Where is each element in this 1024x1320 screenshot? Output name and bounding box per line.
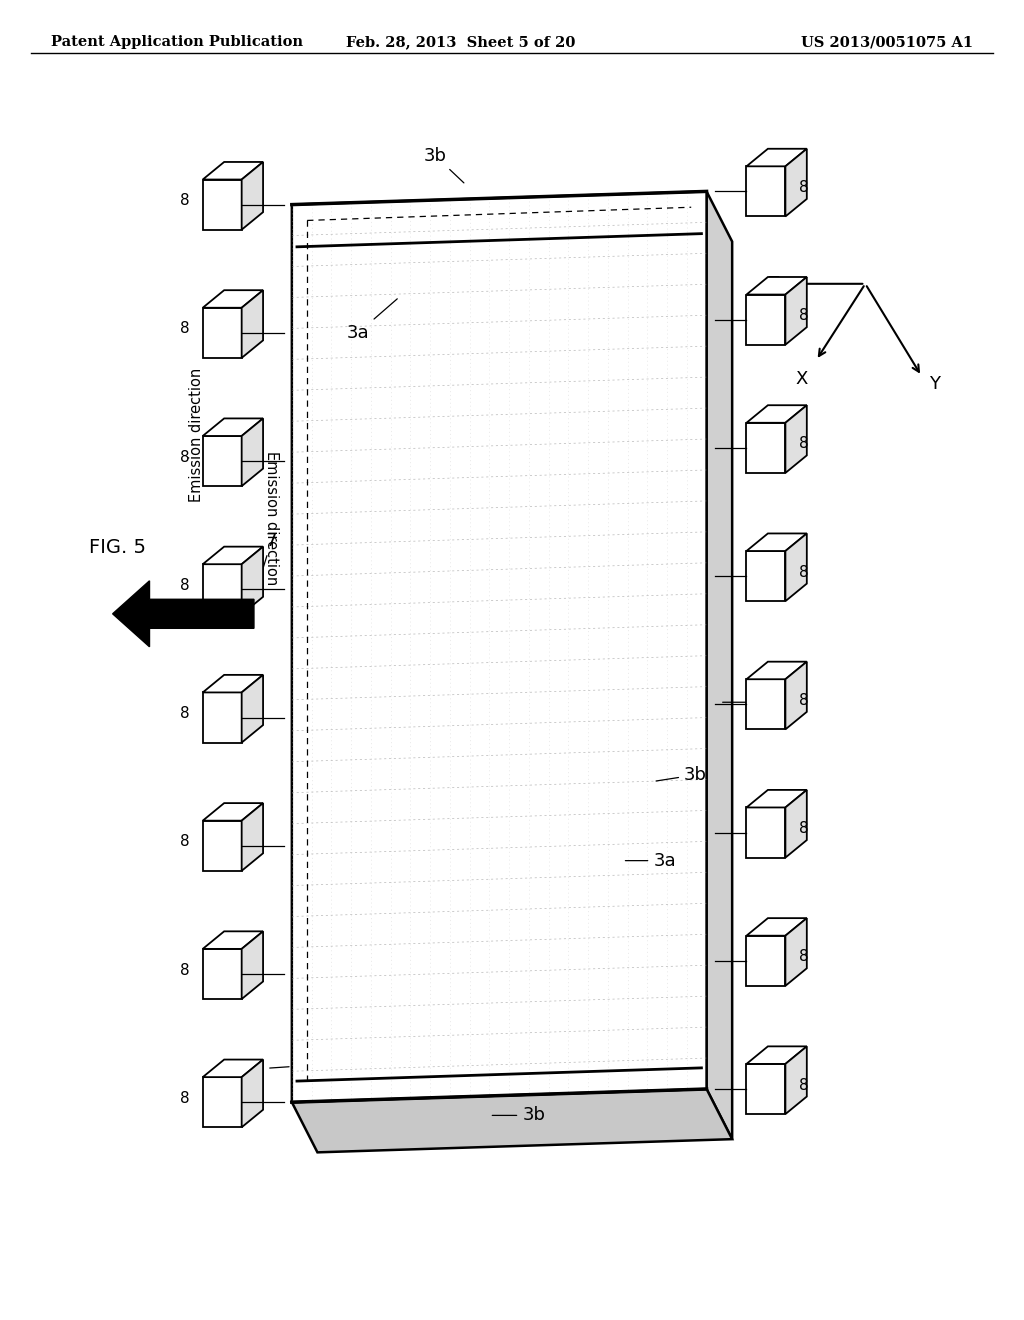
Polygon shape bbox=[785, 149, 807, 216]
Text: 3a: 3a bbox=[347, 298, 397, 342]
Text: Emission direction: Emission direction bbox=[264, 450, 280, 585]
Polygon shape bbox=[203, 436, 242, 486]
Polygon shape bbox=[242, 932, 263, 999]
Polygon shape bbox=[785, 661, 807, 730]
Text: 3b: 3b bbox=[493, 1106, 545, 1125]
Polygon shape bbox=[292, 1089, 732, 1152]
Polygon shape bbox=[203, 418, 263, 436]
Text: 8: 8 bbox=[799, 693, 808, 708]
Polygon shape bbox=[203, 308, 242, 358]
Polygon shape bbox=[203, 546, 263, 564]
Text: 7: 7 bbox=[255, 532, 278, 595]
Polygon shape bbox=[203, 693, 242, 743]
Polygon shape bbox=[746, 919, 807, 936]
FancyArrow shape bbox=[113, 581, 254, 647]
Polygon shape bbox=[292, 191, 707, 1102]
Polygon shape bbox=[746, 1047, 807, 1064]
Polygon shape bbox=[746, 936, 785, 986]
Polygon shape bbox=[242, 803, 263, 871]
Polygon shape bbox=[707, 191, 732, 1139]
Polygon shape bbox=[785, 919, 807, 986]
Text: 8: 8 bbox=[799, 949, 808, 965]
Text: 6a: 6a bbox=[723, 693, 775, 711]
Polygon shape bbox=[242, 1060, 263, 1127]
Polygon shape bbox=[242, 162, 263, 230]
Polygon shape bbox=[785, 405, 807, 473]
Polygon shape bbox=[746, 277, 807, 294]
Polygon shape bbox=[746, 789, 807, 808]
Text: Feb. 28, 2013  Sheet 5 of 20: Feb. 28, 2013 Sheet 5 of 20 bbox=[346, 36, 575, 49]
Polygon shape bbox=[746, 808, 785, 858]
Polygon shape bbox=[785, 1047, 807, 1114]
Text: FIG. 5: FIG. 5 bbox=[89, 539, 146, 557]
Polygon shape bbox=[746, 149, 807, 166]
Polygon shape bbox=[203, 564, 242, 614]
Text: Z: Z bbox=[767, 275, 779, 293]
Text: US 2013/0051075 A1: US 2013/0051075 A1 bbox=[801, 36, 973, 49]
Text: 8: 8 bbox=[180, 578, 189, 593]
Polygon shape bbox=[203, 803, 263, 821]
Polygon shape bbox=[242, 418, 263, 486]
Polygon shape bbox=[746, 1064, 785, 1114]
Polygon shape bbox=[203, 949, 242, 999]
Polygon shape bbox=[203, 1060, 263, 1077]
Polygon shape bbox=[242, 290, 263, 358]
Text: 3b: 3b bbox=[656, 766, 707, 784]
Text: 8: 8 bbox=[799, 1077, 808, 1093]
Polygon shape bbox=[746, 550, 785, 601]
Text: 8: 8 bbox=[180, 193, 189, 209]
Polygon shape bbox=[785, 533, 807, 601]
Polygon shape bbox=[746, 166, 785, 216]
Text: 8: 8 bbox=[799, 308, 808, 323]
Text: 3a: 3a bbox=[626, 851, 676, 870]
Polygon shape bbox=[203, 180, 242, 230]
Text: X: X bbox=[796, 370, 808, 388]
Polygon shape bbox=[746, 533, 807, 550]
Polygon shape bbox=[203, 162, 263, 180]
Text: 6b: 6b bbox=[242, 1060, 289, 1078]
Polygon shape bbox=[785, 277, 807, 345]
Text: 8: 8 bbox=[180, 1090, 189, 1106]
Polygon shape bbox=[203, 932, 263, 949]
Polygon shape bbox=[242, 546, 263, 614]
Polygon shape bbox=[242, 675, 263, 743]
Text: Emission direction: Emission direction bbox=[189, 367, 204, 502]
Polygon shape bbox=[203, 1077, 242, 1127]
Polygon shape bbox=[746, 661, 807, 680]
Text: 8: 8 bbox=[799, 437, 808, 451]
Text: 8: 8 bbox=[180, 962, 189, 978]
Polygon shape bbox=[203, 821, 242, 871]
Text: Patent Application Publication: Patent Application Publication bbox=[51, 36, 303, 49]
Polygon shape bbox=[785, 789, 807, 858]
Text: 8: 8 bbox=[799, 821, 808, 836]
Polygon shape bbox=[203, 290, 263, 308]
Polygon shape bbox=[746, 405, 807, 422]
Polygon shape bbox=[746, 680, 785, 730]
Polygon shape bbox=[746, 294, 785, 345]
Text: 8: 8 bbox=[180, 706, 189, 721]
Text: 3b: 3b bbox=[424, 147, 464, 183]
Polygon shape bbox=[203, 675, 263, 693]
Text: 8: 8 bbox=[799, 565, 808, 579]
Text: 8: 8 bbox=[180, 450, 189, 465]
Polygon shape bbox=[746, 422, 785, 473]
Text: 8: 8 bbox=[180, 321, 189, 337]
Text: 8: 8 bbox=[180, 834, 189, 849]
Text: Y: Y bbox=[930, 375, 940, 393]
Text: 8: 8 bbox=[799, 180, 808, 195]
